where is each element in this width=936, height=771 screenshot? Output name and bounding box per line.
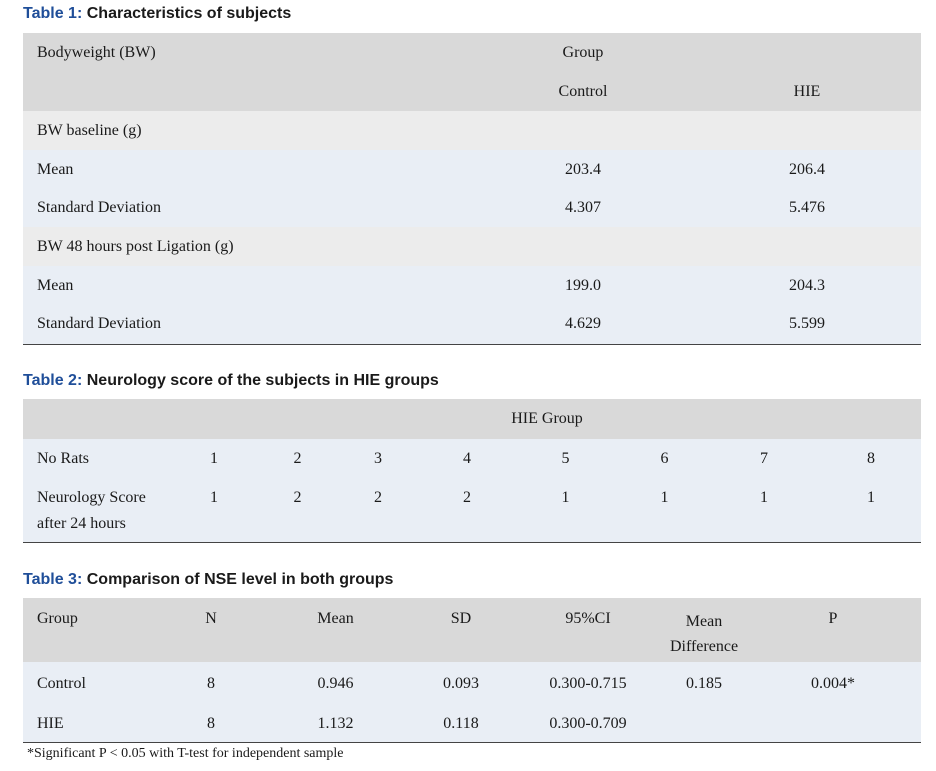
table3-header-n: N <box>160 598 262 662</box>
table3-header-group: Group <box>23 598 160 662</box>
neuro-score: 2 <box>425 479 509 543</box>
table2-group-header: HIE Group <box>23 399 922 439</box>
table3-header-mean-diff: Mean Difference <box>663 598 745 662</box>
table2-label: Table 2: <box>23 372 83 389</box>
ci-cell: 0.300-0.709 <box>513 706 663 743</box>
table3-header-row: Group N Mean SD 95%CI Mean Difference P <box>23 598 921 662</box>
table2-row2-label: Neurology Score after 24 hours <box>23 479 164 543</box>
table2-caption: Table 2: Neurology score of the subjects… <box>23 372 439 390</box>
table3-header-sd: SD <box>409 598 513 662</box>
hie-value: 5.599 <box>693 305 921 345</box>
table1-section-row: BW baseline (g) <box>23 111 921 150</box>
table1-title: Characteristics of subjects <box>86 5 292 22</box>
row-label: Standard Deviation <box>23 305 473 345</box>
row2-label-line2: after 24 hours <box>37 515 126 532</box>
sd-cell: 0.118 <box>409 706 513 743</box>
mean-diff-line1: Mean <box>685 613 723 630</box>
hie-value: 204.3 <box>693 266 921 305</box>
rat-number: 4 <box>425 439 509 479</box>
table3-title: Comparison of NSE level in both groups <box>86 571 394 588</box>
table1-col-hie: HIE <box>693 73 921 111</box>
neuro-score: 1 <box>707 479 821 543</box>
table3-footnote: *Significant P < 0.05 with T-test for in… <box>27 746 344 761</box>
n-cell: 8 <box>160 662 262 706</box>
rat-number: 5 <box>509 439 622 479</box>
ci-cell: 0.300-0.715 <box>513 662 663 706</box>
hie-value: 5.476 <box>693 189 921 227</box>
n-cell: 8 <box>160 706 262 743</box>
table3-header-p: P <box>745 598 921 662</box>
table2-rats-row: No Rats 1 2 3 4 5 6 7 8 <box>23 439 922 479</box>
mean-diff-cell <box>663 706 745 743</box>
mean-diff-line2: Difference <box>669 638 739 655</box>
table3-header-mean: Mean <box>262 598 409 662</box>
table-row: HIE 8 1.132 0.118 0.300-0.709 <box>23 706 921 743</box>
group-cell: HIE <box>23 706 160 743</box>
table3-caption: Table 3: Comparison of NSE level in both… <box>23 571 393 589</box>
table2: HIE Group No Rats 1 2 3 4 5 6 7 8 Neurol… <box>23 399 922 543</box>
table2-scores-row: Neurology Score after 24 hours 1 2 2 2 1 … <box>23 479 922 543</box>
p-cell <box>745 706 921 743</box>
table1-col-control: Control <box>473 73 693 111</box>
row-label: Mean <box>23 266 473 305</box>
mean-cell: 1.132 <box>262 706 409 743</box>
table1-data-row: Standard Deviation 4.307 5.476 <box>23 189 921 227</box>
row-label: Standard Deviation <box>23 189 473 227</box>
neuro-score: 1 <box>509 479 622 543</box>
row-label: Mean <box>23 150 473 189</box>
table1-section-title: BW baseline (g) <box>23 111 921 150</box>
rat-number: 8 <box>821 439 922 479</box>
rat-number: 2 <box>264 439 331 479</box>
mean-cell: 0.946 <box>262 662 409 706</box>
mean-diff-cell: 0.185 <box>663 662 745 706</box>
neuro-score: 1 <box>164 479 264 543</box>
table2-row1-label: No Rats <box>23 439 164 479</box>
row2-label-line1: Neurology Score <box>37 489 146 506</box>
table1-group-header: Group <box>473 33 693 73</box>
control-value: 199.0 <box>473 266 693 305</box>
control-value: 4.629 <box>473 305 693 345</box>
rat-number: 1 <box>164 439 264 479</box>
table3: Group N Mean SD 95%CI Mean Difference P C… <box>23 598 921 743</box>
control-value: 4.307 <box>473 189 693 227</box>
neuro-score: 1 <box>821 479 922 543</box>
table1-caption: Table 1: Characteristics of subjects <box>23 5 291 23</box>
neuro-score: 1 <box>622 479 707 543</box>
neuro-score: 2 <box>331 479 425 543</box>
table3-label: Table 3: <box>23 571 83 588</box>
table1-section-title: BW 48 hours post Ligation (g) <box>23 227 921 266</box>
rat-number: 6 <box>622 439 707 479</box>
table1-section-row: BW 48 hours post Ligation (g) <box>23 227 921 266</box>
table1: Bodyweight (BW) Group Control HIE BW bas… <box>23 33 921 345</box>
group-cell: Control <box>23 662 160 706</box>
control-value: 203.4 <box>473 150 693 189</box>
neuro-score: 2 <box>264 479 331 543</box>
rat-number: 3 <box>331 439 425 479</box>
rat-number: 7 <box>707 439 821 479</box>
table3-header-ci: 95%CI <box>513 598 663 662</box>
table-row: Control 8 0.946 0.093 0.300-0.715 0.185 … <box>23 662 921 706</box>
table2-title: Neurology score of the subjects in HIE g… <box>86 372 439 389</box>
table1-data-row: Standard Deviation 4.629 5.599 <box>23 305 921 345</box>
table1-header-row-1: Bodyweight (BW) Group <box>23 33 921 73</box>
sd-cell: 0.093 <box>409 662 513 706</box>
hie-value: 206.4 <box>693 150 921 189</box>
table1-data-row: Mean 203.4 206.4 <box>23 150 921 189</box>
table2-header-row: HIE Group <box>23 399 922 439</box>
table1-data-row: Mean 199.0 204.3 <box>23 266 921 305</box>
table1-col0-header: Bodyweight (BW) <box>23 33 473 73</box>
p-cell: 0.004* <box>745 662 921 706</box>
table1-label: Table 1: <box>23 5 83 22</box>
table1-header-row-2: Control HIE <box>23 73 921 111</box>
